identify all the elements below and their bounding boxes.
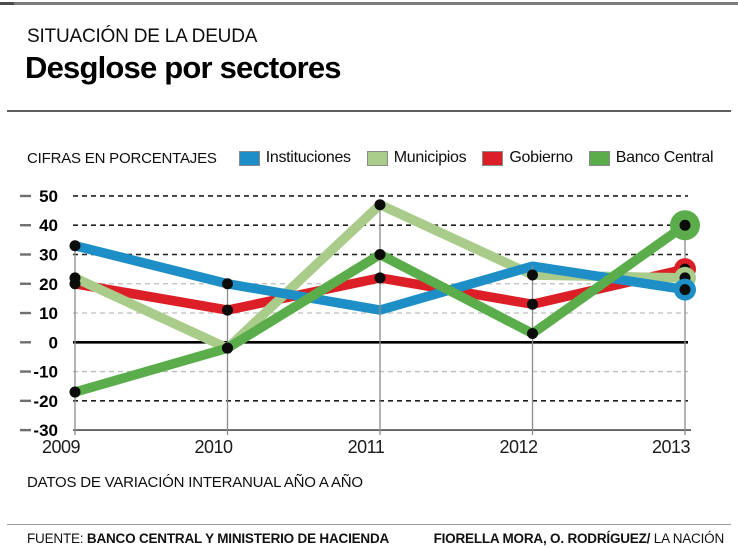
chart-legend: CIFRAS EN PORCENTAJES Instituciones Muni… xyxy=(27,147,730,169)
source-line: FUENTE: BANCO CENTRAL Y MINISTERIO DE HA… xyxy=(27,531,389,546)
legend-item-municipios: Municipios xyxy=(366,149,467,167)
svg-text:2013: 2013 xyxy=(652,437,691,457)
legend-item-gobierno: Gobierno xyxy=(482,149,573,167)
svg-text:10: 10 xyxy=(39,304,58,323)
top-rule-tip xyxy=(0,2,14,5)
legend-label-banco-central: Banco Central xyxy=(615,149,714,166)
credits-publication: LA NACIÓN xyxy=(650,531,724,546)
svg-text:-30: -30 xyxy=(33,421,58,440)
svg-text:2009: 2009 xyxy=(42,437,81,457)
legend-label-instituciones: Instituciones xyxy=(265,149,351,166)
source-value: BANCO CENTRAL Y MINISTERIO DE HACIENDA xyxy=(86,531,390,546)
svg-text:2011: 2011 xyxy=(348,437,385,457)
svg-text:40: 40 xyxy=(39,216,58,235)
municipios-swatch-icon xyxy=(366,150,388,166)
legend-label-municipios: Municipios xyxy=(393,149,467,166)
top-rule xyxy=(0,2,738,5)
legend-item-instituciones: Instituciones xyxy=(238,149,351,167)
credits-line: FIORELLA MORA, O. RODRÍGUEZ/ LA NACIÓN xyxy=(433,531,725,546)
title-divider xyxy=(7,110,731,112)
svg-text:0: 0 xyxy=(49,333,58,352)
legend-item-banco-central: Banco Central xyxy=(588,149,714,167)
svg-text:30: 30 xyxy=(39,245,58,264)
chart-footnote: DATOS DE VARIACIÓN INTERANUAL AÑO A AÑO xyxy=(27,474,363,491)
section-kicker: SITUACIÓN DE LA DEUDA xyxy=(27,26,258,47)
source-label: FUENTE: xyxy=(27,531,87,546)
chart-area: 50 40 30 20 10 0 -10 -20 -30 2009 2010 2011 2012 2013 xyxy=(0,185,738,460)
svg-text:50: 50 xyxy=(39,187,58,206)
legend-label-gobierno: Gobierno xyxy=(509,149,573,166)
svg-text:-10: -10 xyxy=(33,363,58,382)
svg-text:20: 20 xyxy=(39,275,58,294)
gobierno-swatch-icon xyxy=(482,150,504,166)
banco-central-swatch-icon xyxy=(588,150,610,166)
svg-text:-20: -20 xyxy=(33,392,58,411)
footer-divider xyxy=(7,524,731,525)
page-title: Desglose por sectores xyxy=(25,50,342,85)
credits-authors: FIORELLA MORA, O. RODRÍGUEZ/ xyxy=(433,531,651,546)
instituciones-swatch-icon xyxy=(238,150,260,166)
svg-text:2012: 2012 xyxy=(499,437,538,457)
svg-text:2010: 2010 xyxy=(194,437,233,457)
legend-caption: CIFRAS EN PORCENTAJES xyxy=(27,149,217,167)
